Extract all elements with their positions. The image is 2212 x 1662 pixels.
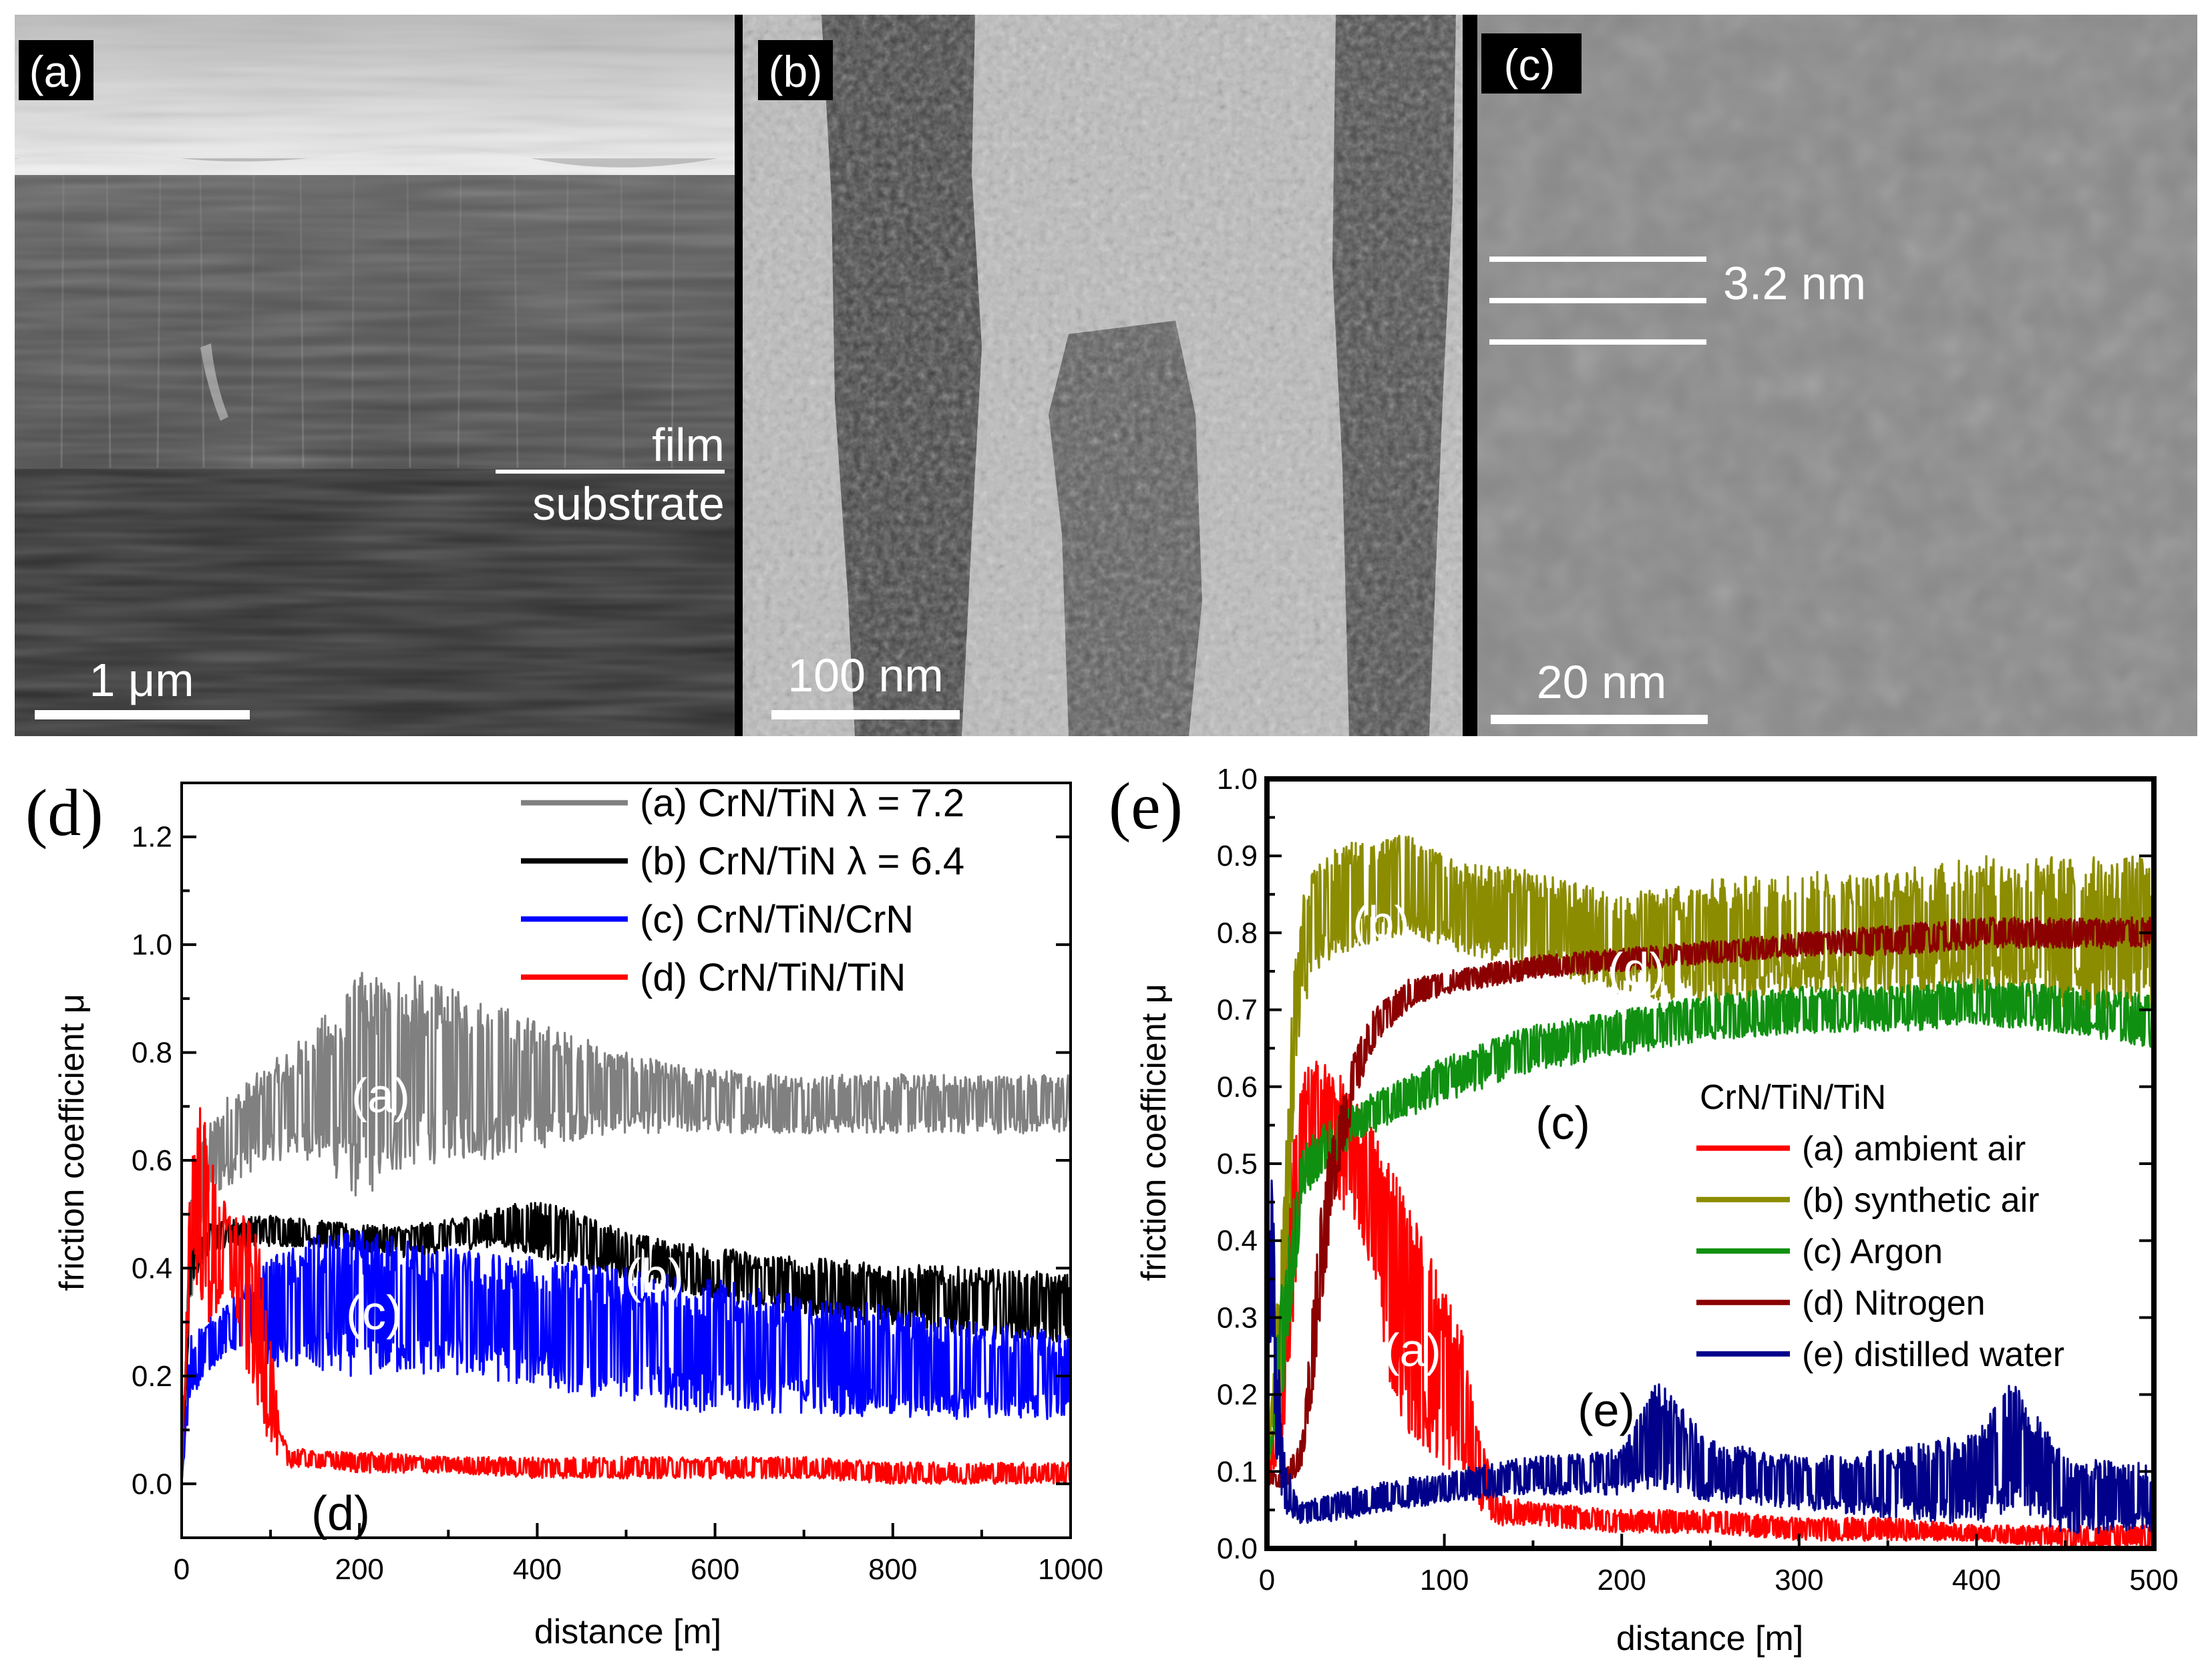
chart-d-legend-label: (c) CrN/TiN/CrN: [640, 898, 914, 941]
chart-d: (d) 0 200 400 600 800 1000 0.0 0.2 0.4 0.6 0.8 1.0 1…: [25, 776, 1103, 1651]
chart-d-annot-a: (a): [351, 1069, 410, 1123]
chart-d-legend: (a) CrN/TiN λ = 7.2 (b) CrN/TiN λ = 6.4 (c…: [521, 782, 964, 999]
chart-d-series: [180, 971, 1072, 1485]
micrograph-c: (c) 3.2 nm 20 nm: [1477, 15, 2197, 736]
chart-d-xtick-label: 200: [335, 1553, 383, 1586]
chart-e-series: [1266, 834, 2155, 1550]
scale-bar-b-label: 100 nm: [787, 649, 943, 701]
chart-e-legend-label: (e) distilled water: [1802, 1335, 2064, 1374]
chart-d-series-line-3: [180, 1107, 1072, 1485]
chart-d-ytick-label: 0.2: [132, 1360, 172, 1393]
chart-d-ytick-label: 0.4: [132, 1252, 172, 1285]
chart-e-series-line-1: [1266, 834, 2155, 1472]
chart-d-series-line-1: [180, 1202, 1072, 1484]
chart-d-xtick-label: 0: [174, 1553, 190, 1586]
chart-d-annot-d: (d): [311, 1487, 370, 1540]
chart-e-ytick-label: 0.4: [1217, 1224, 1258, 1257]
chart-e-panel-label: (e): [1109, 769, 1183, 843]
chart-e-legend-title: CrN/TiN/TiN: [1700, 1078, 1886, 1117]
micrograph-b: (b) 100 nm: [735, 15, 1477, 736]
chart-d-xtick-label: 1000: [1038, 1553, 1103, 1586]
chart-e-ytick-label: 0.2: [1217, 1379, 1258, 1411]
chart-d-ylabel: friction coefficient μ: [53, 993, 91, 1291]
chart-d-frame: [180, 782, 1072, 1539]
chart-e-ytick-label: 0.1: [1217, 1456, 1258, 1488]
chart-d-ytick-label: 0.0: [132, 1468, 172, 1500]
scale-bar-c-label: 20 nm: [1537, 656, 1667, 708]
chart-d-annot-c: (c): [346, 1287, 402, 1340]
chart-e-series-line-0: [1266, 1060, 2155, 1550]
chart-e-xtick-label: 300: [1775, 1564, 1823, 1597]
chart-e-annot-a: (a): [1384, 1324, 1441, 1376]
micrograph-c-label: (c): [1504, 40, 1555, 90]
substrate-label: substrate: [532, 478, 725, 530]
chart-e-legend-label: (a) ambient air: [1802, 1130, 2026, 1168]
chart-e-series-line-2: [1266, 978, 2155, 1472]
chart-e-ytick-label: 0.8: [1217, 917, 1258, 949]
film-label: film: [652, 419, 725, 471]
chart-e-xtick-label: 0: [1259, 1564, 1275, 1597]
scale-bar-c: [1491, 715, 1708, 724]
chart-e-ytick-label: 0.3: [1217, 1301, 1258, 1334]
chart-e: (e) 0 100 200 300 400 500 0.0 0.1 0.2 0.3 0.4 0.5 0.…: [1109, 763, 2179, 1658]
chart-d-xtick-label: 600: [691, 1553, 739, 1586]
chart-d-axes: 0 200 400 600 800 1000 0.0 0.2 0.4 0.6 0.8 1.0 1.2: [132, 782, 1103, 1586]
chart-e-annot-d: (d): [1608, 943, 1665, 995]
chart-d-annot-b: (b): [625, 1250, 684, 1303]
chart-d-series-line-0: [180, 971, 1072, 1484]
chart-e-xtick-label: 500: [2129, 1564, 2178, 1597]
chart-e-ytick-label: 0.5: [1217, 1148, 1258, 1180]
chart-e-ytick-label: 0.6: [1217, 1071, 1258, 1104]
scale-bar-b: [771, 710, 960, 719]
chart-e-ytick-label: 0.9: [1217, 840, 1258, 872]
chart-d-legend-label: (b) CrN/TiN λ = 6.4: [640, 840, 964, 883]
chart-d-legend-label: (a) CrN/TiN λ = 7.2: [640, 782, 964, 825]
chart-e-axes: 0 100 200 300 400 500 0.0 0.1 0.2 0.3 0.4 0.5 0.6 0.7…: [1217, 763, 2179, 1597]
chart-d-ytick-label: 1.0: [132, 929, 172, 961]
chart-d-series-line-2: [180, 1230, 1072, 1484]
chart-d-legend-label: (d) CrN/TiN/TiN: [640, 956, 906, 999]
chart-e-legend-label: (b) synthetic air: [1802, 1181, 2039, 1220]
scale-bar-a: [35, 710, 250, 719]
chart-e-annot-e: (e): [1578, 1384, 1635, 1436]
chart-e-xlabel: distance [m]: [1616, 1619, 1803, 1658]
chart-e-annot-c: (c): [1535, 1097, 1590, 1149]
chart-e-annot-b: (b): [1352, 896, 1410, 949]
chart-e-ytick-label: 0.7: [1217, 994, 1258, 1027]
chart-e-legend-label: (c) Argon: [1802, 1232, 1943, 1271]
chart-d-ytick-label: 0.6: [132, 1144, 172, 1177]
chart-e-ytick-label: 1.0: [1217, 763, 1258, 796]
micrograph-b-label: (b): [769, 47, 823, 96]
chart-d-panel-label: (d): [25, 776, 104, 850]
chart-e-legend: CrN/TiN/TiN (a) ambient air (b) synthetic …: [1696, 1078, 2064, 1374]
chart-e-series-line-4: [1266, 1179, 2155, 1534]
chart-e-ylabel: friction coefficient μ: [1135, 983, 1173, 1281]
micrograph-a-label: (a): [29, 47, 83, 96]
chart-e-series-line-3: [1266, 916, 2155, 1488]
micrograph-a: (a) film substrate 1 μm: [15, 15, 735, 736]
chart-e-legend-label: (d) Nitrogen: [1802, 1284, 1986, 1323]
chart-e-xtick-label: 400: [1952, 1564, 2001, 1597]
chart-e-ytick-label: 0.0: [1217, 1532, 1258, 1565]
period-label: 3.2 nm: [1723, 257, 1866, 309]
chart-d-xtick-label: 400: [513, 1553, 562, 1586]
chart-d-ytick-label: 1.2: [132, 821, 172, 854]
chart-d-ytick-label: 0.8: [132, 1037, 172, 1069]
scale-bar-a-label: 1 μm: [89, 654, 194, 706]
chart-d-xtick-label: 800: [868, 1553, 917, 1586]
chart-e-xtick-label: 100: [1420, 1564, 1469, 1597]
chart-e-xtick-label: 200: [1597, 1564, 1646, 1597]
chart-d-xlabel: distance [m]: [534, 1613, 721, 1651]
